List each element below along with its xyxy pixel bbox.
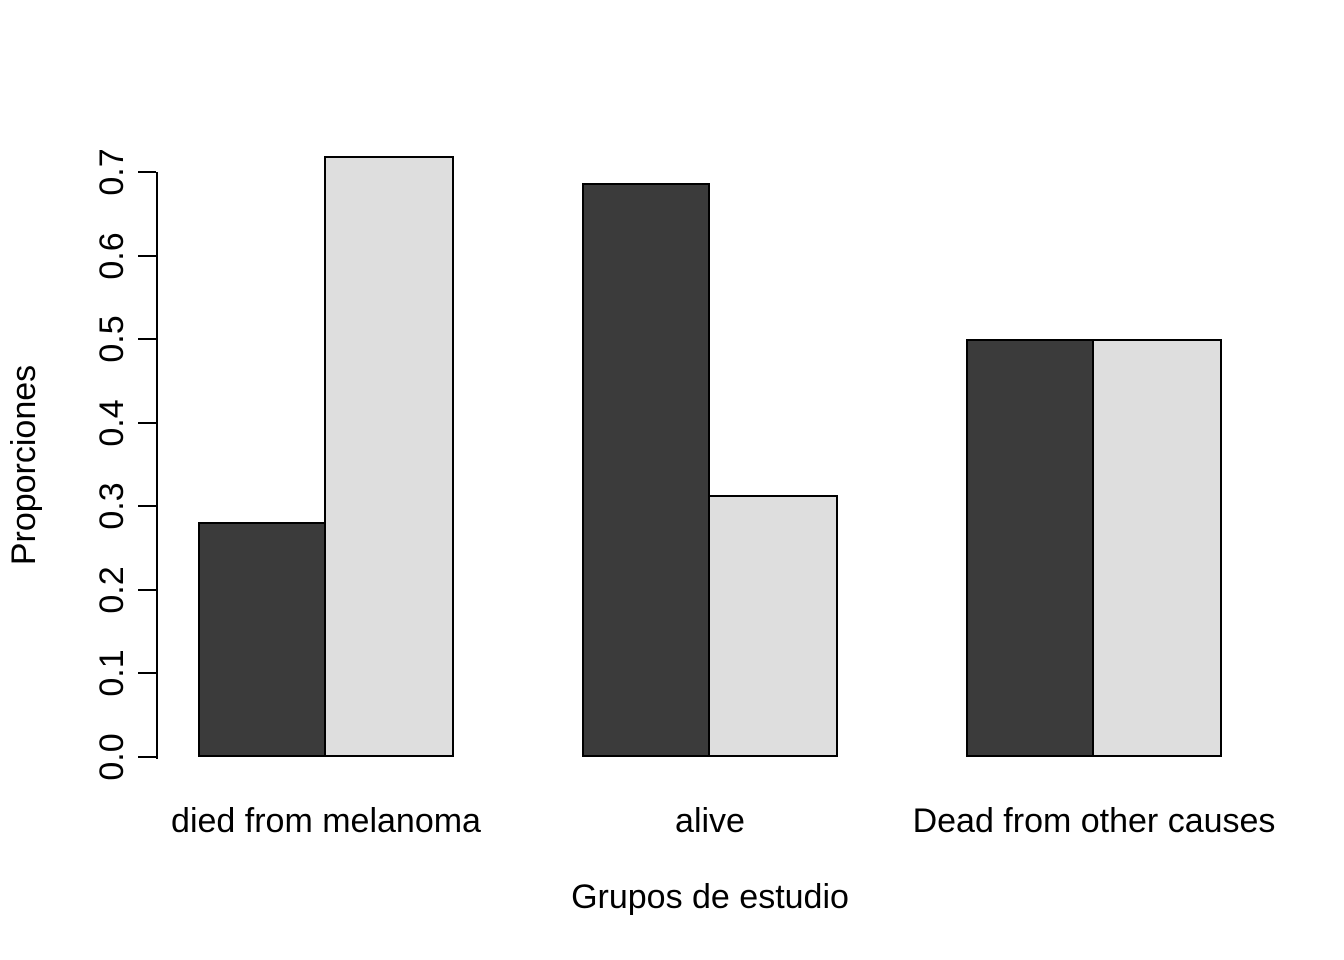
y-tick xyxy=(138,421,156,424)
y-axis-title: Proporciones xyxy=(5,364,43,566)
y-tick xyxy=(138,254,156,257)
y-tick-label: 0.4 xyxy=(93,399,131,447)
y-tick-label: 0.5 xyxy=(93,315,131,363)
y-tick xyxy=(138,672,156,675)
y-tick-label: 0.2 xyxy=(93,566,131,614)
y-tick xyxy=(138,505,156,508)
bar-dark-gray-series xyxy=(198,522,326,757)
y-tick-label: 0.0 xyxy=(93,733,131,781)
x-category-label: Dead from other causes xyxy=(912,802,1276,840)
y-tick-label: 0.7 xyxy=(93,148,131,196)
y-tick xyxy=(138,588,156,591)
y-axis-line xyxy=(156,172,158,759)
y-tick xyxy=(138,171,156,173)
bar-light-gray-series xyxy=(1092,339,1222,757)
bar-dark-gray-series xyxy=(966,339,1094,757)
x-category-label: alive xyxy=(675,802,745,840)
y-tick-label: 0.3 xyxy=(93,482,131,530)
y-tick-label: 0.6 xyxy=(93,231,131,280)
bar-light-gray-series xyxy=(324,156,454,757)
y-tick-label: 0.1 xyxy=(93,649,131,698)
y-tick xyxy=(138,338,156,341)
bar-light-gray-series xyxy=(708,495,838,757)
x-category-label: died from melanoma xyxy=(171,802,481,840)
x-axis-title: Grupos de estudio xyxy=(571,878,849,916)
y-tick xyxy=(138,756,156,758)
bar-dark-gray-series xyxy=(582,182,710,757)
